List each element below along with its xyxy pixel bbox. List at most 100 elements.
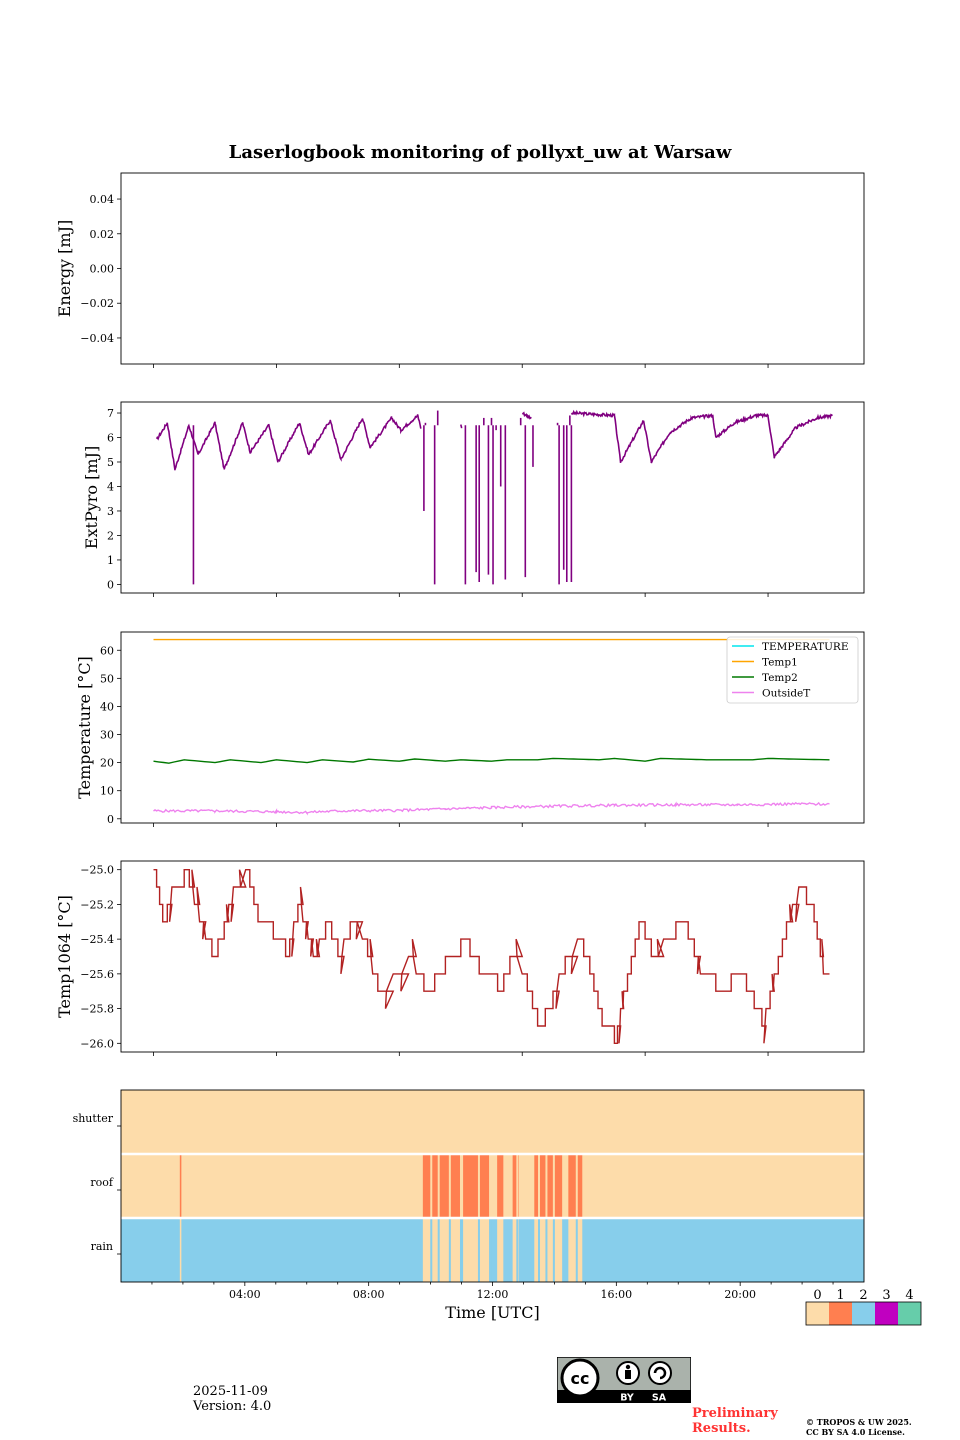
y-tick-label-extpyro: 5 xyxy=(107,456,114,469)
status-stripe-rain xyxy=(477,1218,480,1282)
y-tick-label-temp1064: −26.0 xyxy=(80,1037,114,1050)
status-event-rain xyxy=(463,1218,490,1282)
status-stripe-roof xyxy=(430,1154,433,1218)
status-stripe-rain xyxy=(430,1218,433,1282)
status-row-shutter xyxy=(121,1090,864,1154)
status-stripe-roof xyxy=(437,1154,440,1218)
y-tick-label-extpyro: 0 xyxy=(107,578,114,591)
preliminary-note: Preliminary Results. xyxy=(692,1406,778,1436)
status-event-roof xyxy=(568,1154,583,1218)
colorbar-swatch-1 xyxy=(829,1302,852,1325)
x-axis-label: Time [UTC] xyxy=(445,1303,539,1322)
y-tick-label-energy: 0.02 xyxy=(90,228,115,241)
y-axis-label-extpyro: ExtPyro [mJ] xyxy=(82,446,101,549)
y-tick-label-temp1064: −25.8 xyxy=(80,1003,114,1016)
legend-label-outsidet: OutsideT xyxy=(762,688,810,700)
y-tick-label-temperature: 60 xyxy=(100,644,114,657)
status-row-rain xyxy=(121,1218,864,1282)
status-stripe-rain xyxy=(516,1218,519,1282)
footer-date-version: 2025-11-09 Version: 4.0 xyxy=(193,1384,271,1414)
row-label-roof: roof xyxy=(90,1176,114,1189)
y-tick-label-extpyro: 1 xyxy=(107,554,114,567)
y-tick-label-temperature: 50 xyxy=(100,672,114,685)
series-line-outsidet xyxy=(153,801,830,816)
figure-title: Laserlogbook monitoring of pollyxt_uw at… xyxy=(228,142,732,163)
y-tick-label-extpyro: 7 xyxy=(107,407,114,420)
row-label-rain: rain xyxy=(91,1240,113,1253)
status-event-rain xyxy=(422,1218,460,1282)
y-axis-label-temp1064: Temp1064 [°C] xyxy=(55,895,74,1018)
extpyro-line-segment xyxy=(570,409,833,464)
colorbar-label-1: 1 xyxy=(836,1288,844,1303)
status-stripe-roof xyxy=(552,1154,555,1218)
series-line-temp2 xyxy=(153,757,830,764)
y-tick-label-energy: 0.04 xyxy=(90,193,115,206)
preliminary-line-2: Results. xyxy=(692,1421,751,1436)
y-tick-label-temperature: 0 xyxy=(107,813,114,826)
plot-frame-temperature xyxy=(120,631,865,824)
status-event-rain xyxy=(568,1218,583,1282)
y-axis-label-temperature: Temperature [°C] xyxy=(75,656,94,799)
status-event-rain xyxy=(497,1218,504,1282)
x-tick-label: 12:00 xyxy=(477,1288,509,1301)
status-stripe-roof xyxy=(489,1154,492,1218)
colorbar-swatch-4 xyxy=(898,1302,921,1325)
y-axis-label-energy: Energy [mJ] xyxy=(55,220,74,318)
colorbar-label-0: 0 xyxy=(813,1288,821,1303)
status-event-roof xyxy=(179,1154,182,1218)
x-tick-label: 04:00 xyxy=(229,1288,261,1301)
copyright-line-2: CC BY SA 4.0 License. xyxy=(806,1427,905,1437)
legend-label-temp1: Temp1 xyxy=(762,657,798,669)
footer-version: Version: 4.0 xyxy=(193,1399,272,1414)
copyright-line-1: © TROPOS & UW 2025. xyxy=(806,1417,912,1427)
y-tick-label-temperature: 40 xyxy=(100,700,114,713)
y-tick-label-temperature: 20 xyxy=(100,757,114,770)
extpyro-line-segment xyxy=(521,411,532,420)
status-event-roof xyxy=(497,1154,504,1218)
legend-label-temperature: TEMPERATURE xyxy=(762,641,849,653)
status-stripe-rain xyxy=(552,1218,555,1282)
status-event-roof xyxy=(463,1154,490,1218)
y-tick-label-temp1064: −25.4 xyxy=(80,933,114,946)
y-tick-label-energy: −0.04 xyxy=(80,332,114,345)
status-stripe-rain xyxy=(459,1218,462,1282)
status-event-roof xyxy=(512,1154,519,1218)
status-stripe-rain xyxy=(545,1218,548,1282)
plot-frame-extpyro xyxy=(120,401,865,594)
status-event-rain xyxy=(512,1218,519,1282)
colorbar-label-3: 3 xyxy=(882,1288,890,1303)
x-tick-label: 20:00 xyxy=(724,1288,756,1301)
status-stripe-roof xyxy=(516,1154,519,1218)
row-label-shutter: shutter xyxy=(73,1112,114,1125)
y-tick-label-temp1064: −25.0 xyxy=(80,864,114,877)
status-stripe-roof xyxy=(477,1154,480,1218)
temp1064-line xyxy=(153,869,830,1044)
status-row-roof xyxy=(121,1154,864,1218)
y-tick-label-temperature: 30 xyxy=(100,729,114,742)
cc-by-sa-license-icon[interactable]: cc BY SA xyxy=(557,1357,691,1403)
plot-frame-temp1064 xyxy=(120,860,865,1053)
cc-label: cc xyxy=(571,1369,590,1388)
colorbar-swatch-0 xyxy=(806,1302,829,1325)
legend-label-temp2: Temp2 xyxy=(762,672,798,684)
y-tick-label-energy: −0.02 xyxy=(80,297,114,310)
status-event-rain xyxy=(179,1218,182,1282)
extpyro-line-segment xyxy=(460,424,463,429)
x-tick-label: 08:00 xyxy=(353,1288,385,1301)
colorbar-swatch-2 xyxy=(852,1302,875,1325)
status-stripe-roof xyxy=(538,1154,541,1218)
y-tick-label-extpyro: 4 xyxy=(107,480,114,493)
extpyro-line-segment xyxy=(155,414,422,471)
preliminary-line-1: Preliminary xyxy=(692,1406,778,1421)
status-stripe-rain xyxy=(489,1218,492,1282)
colorbar-label-2: 2 xyxy=(859,1288,867,1303)
y-tick-label-temperature: 10 xyxy=(100,785,114,798)
status-stripe-roof xyxy=(459,1154,462,1218)
y-tick-label-extpyro: 2 xyxy=(107,529,114,542)
plot-frame-energy xyxy=(120,172,865,365)
status-event-roof xyxy=(422,1154,460,1218)
y-tick-label-extpyro: 3 xyxy=(107,505,114,518)
sa-label: SA xyxy=(652,1393,667,1404)
status-stripe-roof xyxy=(575,1154,578,1218)
